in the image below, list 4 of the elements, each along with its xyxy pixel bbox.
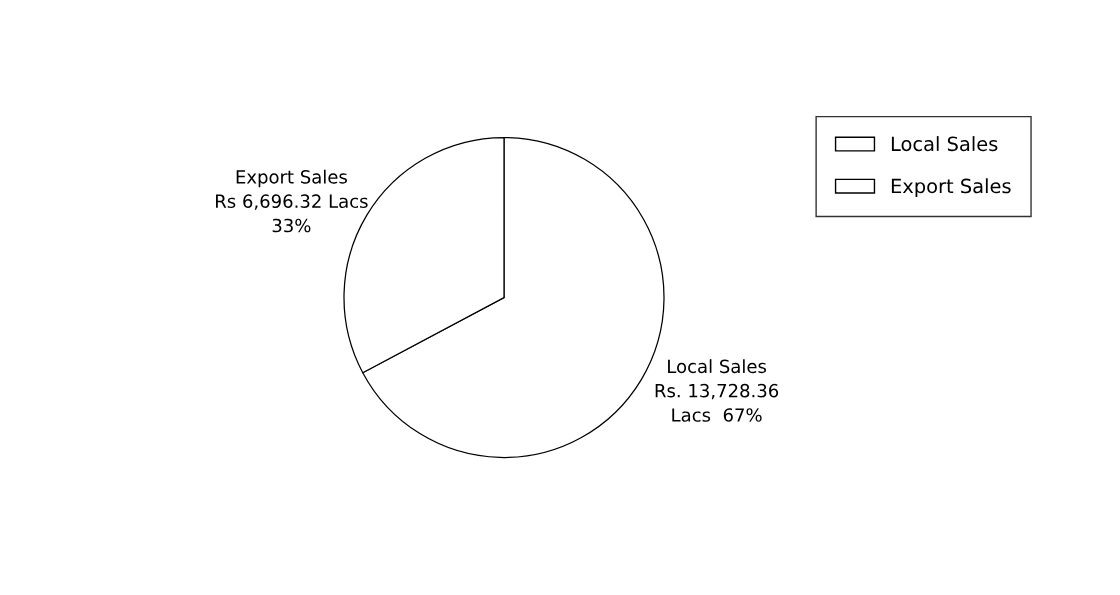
- data-label: Local Sales Rs. 13,728.36 Lacs 67%: [655, 359, 779, 422]
- legend-label: Export Sales: [891, 178, 1011, 198]
- legend-label: Local Sales: [891, 136, 998, 152]
- data-label: Export Sales Rs 6,696.32 Lacs 33%: [216, 169, 368, 233]
